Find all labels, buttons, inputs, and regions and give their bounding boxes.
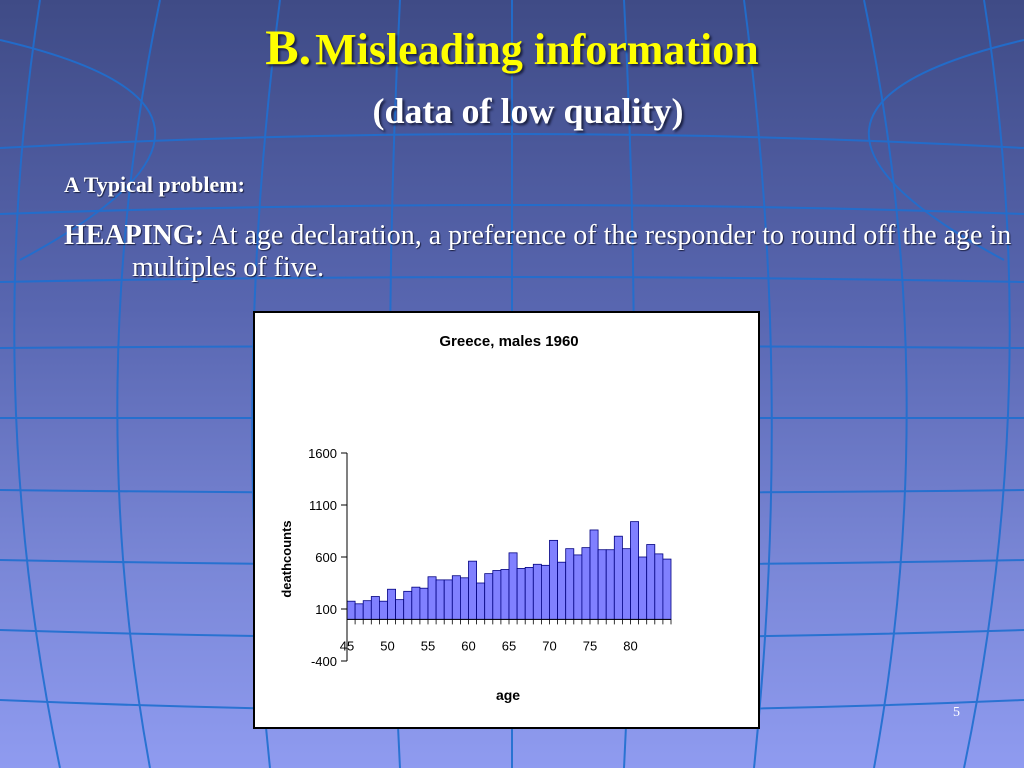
heaping-term: HEAPING	[64, 220, 195, 251]
bar-age-71	[557, 561, 567, 620]
bar-age-82	[646, 544, 656, 620]
title-prefix: B.	[265, 19, 312, 75]
y-tick-label-600: 600	[315, 550, 337, 565]
bar-age-83	[654, 553, 664, 620]
term-separator: :	[194, 220, 205, 251]
x-tick-label-50: 50	[380, 638, 394, 653]
bar-age-49	[379, 600, 388, 620]
bar-age-80	[630, 521, 640, 620]
bar-age-46	[354, 603, 364, 620]
x-tick-label-70: 70	[542, 638, 556, 653]
y-tick-label--400: -400	[311, 654, 337, 669]
y-tick-label-100: 100	[315, 602, 337, 617]
x-tick-label-75: 75	[583, 638, 597, 653]
bar-age-50	[387, 588, 397, 620]
bar-age-84	[662, 558, 672, 620]
bar-age-79	[621, 548, 631, 620]
bar-age-64	[500, 569, 510, 620]
x-axis-label: age	[496, 687, 520, 703]
bar-age-67	[524, 566, 534, 620]
bar-age-62	[484, 573, 494, 620]
x-tick-label-45: 45	[340, 638, 354, 653]
bar-age-56	[435, 579, 445, 620]
heaping-definition: HEAPING: At age declaration, a preferenc…	[64, 220, 1024, 284]
slide-number: 5	[953, 705, 960, 720]
bar-age-66	[516, 568, 526, 620]
bar-age-45	[346, 600, 356, 620]
x-tick-label-55: 55	[421, 638, 435, 653]
chart-title: Greece, males 1960	[439, 333, 578, 350]
bar-age-57	[443, 579, 453, 620]
bar-age-53	[411, 586, 421, 620]
bar-age-69	[540, 564, 550, 620]
bar-age-72	[565, 548, 575, 620]
bar-age-52	[403, 590, 413, 620]
x-tick-label-80: 80	[623, 638, 637, 653]
slide-title: B. Misleading information	[0, 18, 1024, 76]
definition-text: At age declaration, a preference of the …	[132, 220, 1012, 283]
bar-age-63	[492, 570, 502, 620]
bar-age-51	[395, 599, 405, 620]
bar-age-58	[451, 575, 461, 620]
bar-age-61	[476, 582, 486, 620]
bar-age-75	[589, 529, 599, 620]
bar-age-59	[459, 577, 469, 620]
problem-label: A Typical problem:	[64, 172, 245, 197]
y-tick-label-1600: 1600	[308, 446, 337, 461]
bar-age-77	[605, 549, 615, 620]
bar-age-65	[508, 552, 518, 620]
bar-age-47	[362, 600, 372, 620]
x-tick-label-60: 60	[461, 638, 475, 653]
y-axis-label: deathcounts	[279, 520, 294, 597]
bar-age-74	[581, 547, 591, 620]
bar-age-48	[370, 596, 380, 620]
bar-age-60	[468, 560, 478, 620]
slide-subtitle: (data of low quality)	[372, 91, 684, 131]
bar-age-78	[613, 535, 623, 620]
bar-age-68	[532, 563, 542, 620]
chart-container: Greece, males 1960 deathcounts age 1600 1…	[253, 311, 760, 729]
bar-age-70	[549, 539, 559, 620]
chart-svg: Greece, males 1960 deathcounts age 16001…	[279, 333, 672, 703]
bar-age-76	[597, 549, 607, 620]
bar-age-73	[573, 554, 583, 620]
x-tick-label-65: 65	[502, 638, 516, 653]
bar-age-54	[419, 587, 429, 620]
y-tick-label-1100: 1100	[309, 498, 337, 513]
bar-age-55	[427, 576, 437, 620]
title-main: Misleading information	[315, 25, 759, 74]
bar-age-81	[638, 556, 648, 620]
